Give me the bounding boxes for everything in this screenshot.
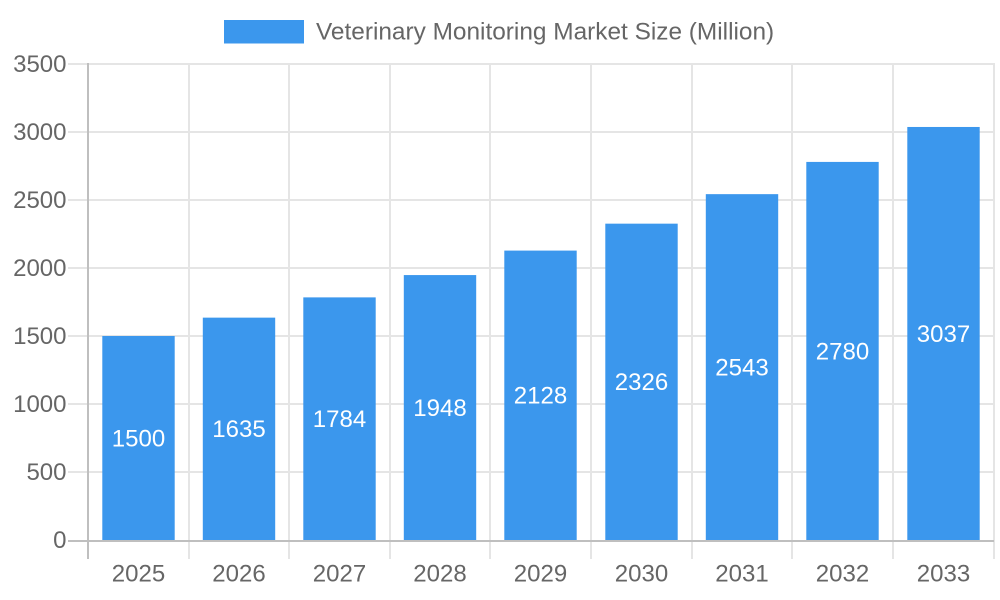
svg-text:2780: 2780	[816, 338, 869, 365]
svg-text:0: 0	[53, 527, 66, 554]
svg-text:3037: 3037	[917, 321, 970, 348]
svg-text:2031: 2031	[715, 560, 768, 587]
svg-text:1500: 1500	[112, 425, 165, 452]
svg-text:2032: 2032	[816, 560, 869, 587]
svg-text:2025: 2025	[112, 560, 165, 587]
svg-text:2029: 2029	[514, 560, 567, 587]
svg-text:1784: 1784	[313, 406, 366, 433]
svg-text:2026: 2026	[212, 560, 265, 587]
svg-text:2500: 2500	[13, 187, 66, 214]
svg-text:2000: 2000	[13, 255, 66, 282]
svg-text:2033: 2033	[917, 560, 970, 587]
svg-text:3000: 3000	[13, 119, 66, 146]
svg-text:1948: 1948	[413, 395, 466, 422]
svg-text:2128: 2128	[514, 383, 567, 410]
svg-text:2030: 2030	[615, 560, 668, 587]
svg-text:2326: 2326	[615, 369, 668, 396]
svg-text:1000: 1000	[13, 391, 66, 418]
svg-text:2028: 2028	[413, 560, 466, 587]
svg-text:1635: 1635	[212, 416, 265, 443]
svg-text:2027: 2027	[313, 560, 366, 587]
svg-text:500: 500	[26, 459, 66, 486]
svg-text:1500: 1500	[13, 323, 66, 350]
svg-text:Veterinary Monitoring Market S: Veterinary Monitoring Market Size (Milli…	[316, 19, 774, 46]
svg-text:3500: 3500	[13, 51, 66, 78]
svg-text:2543: 2543	[715, 354, 768, 381]
